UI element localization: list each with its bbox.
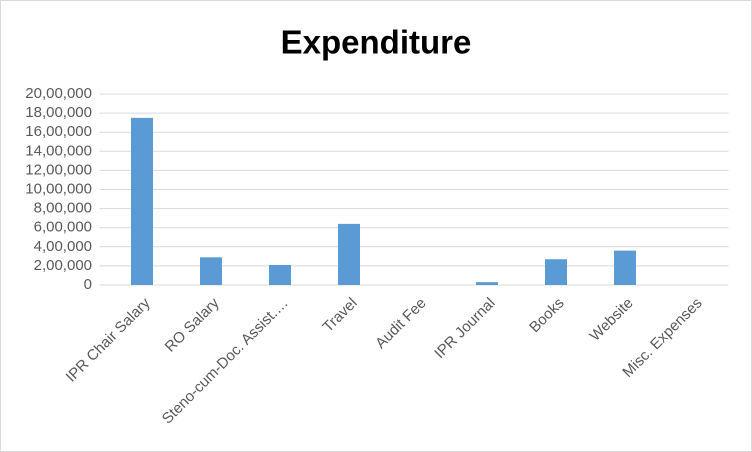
bar xyxy=(476,282,498,285)
y-tick-label: 12,00,000 xyxy=(25,161,92,178)
bar xyxy=(614,250,636,285)
y-tick-label: 6,00,000 xyxy=(34,219,92,236)
bar xyxy=(200,257,222,285)
y-tick-label: 20,00,000 xyxy=(25,85,92,102)
y-tick-label: 10,00,000 xyxy=(25,180,92,197)
bar xyxy=(269,264,291,285)
y-tick-label: 0 xyxy=(84,276,92,293)
y-tick-label: 4,00,000 xyxy=(34,238,92,255)
y-tick-label: 16,00,000 xyxy=(25,123,92,140)
y-tick-label: 14,00,000 xyxy=(25,142,92,159)
chart-title: Expenditure xyxy=(281,24,472,61)
y-tick-label: 8,00,000 xyxy=(34,200,92,217)
y-tick-label: 2,00,000 xyxy=(34,257,92,274)
bar xyxy=(338,223,360,285)
bar xyxy=(131,117,153,285)
bar xyxy=(545,259,567,285)
y-tick-label: 18,00,000 xyxy=(25,104,92,121)
